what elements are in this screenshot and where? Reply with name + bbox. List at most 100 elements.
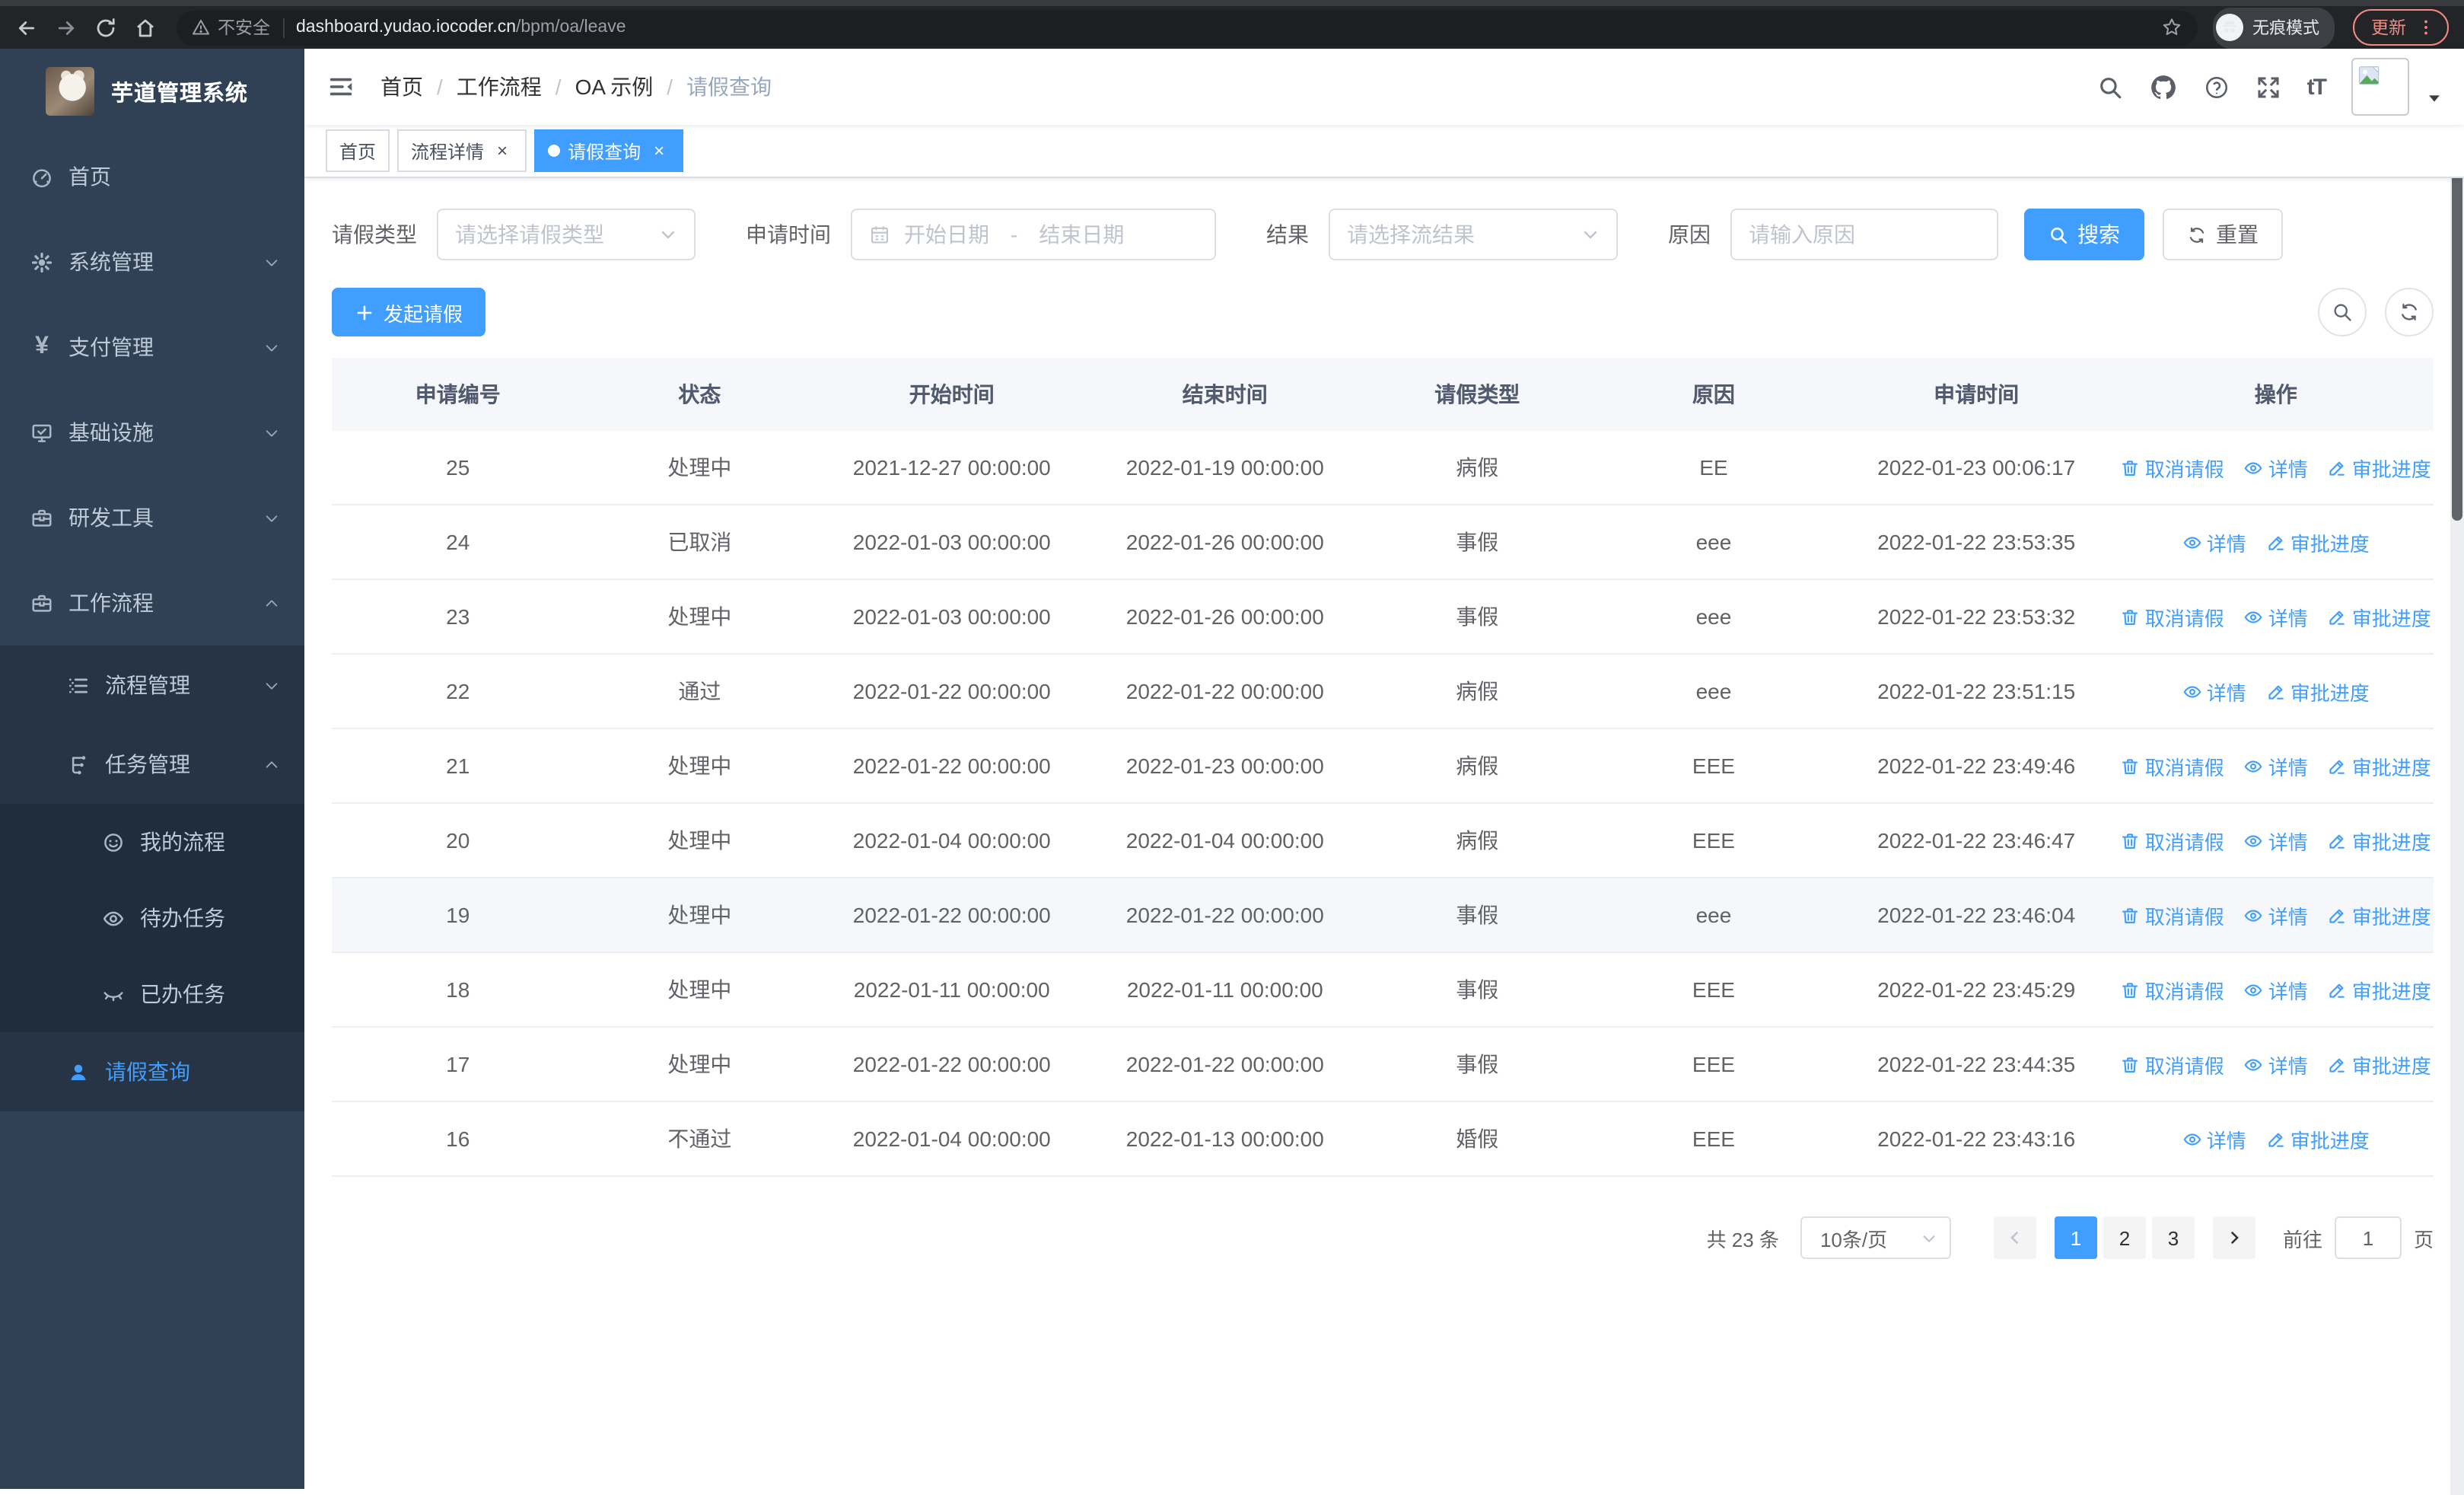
sidebar-item-process-mgmt[interactable]: 流程管理 [0, 645, 304, 725]
sidebar-item-done-task[interactable]: 已办任务 [0, 956, 304, 1032]
fullscreen-icon[interactable] [2255, 74, 2281, 100]
table-toolbar: 发起请假 [332, 288, 2434, 336]
refresh-table-button[interactable] [2385, 288, 2434, 336]
create-leave-button[interactable]: 发起请假 [332, 288, 486, 336]
approval-progress-link[interactable]: 审批进度 [2266, 677, 2370, 706]
browser-back-button[interactable] [9, 11, 43, 44]
breadcrumb-oa-example[interactable]: OA 示例 [575, 75, 654, 99]
sidebar-item-devtools[interactable]: 研发工具 [0, 475, 304, 560]
sidebar-item-infra[interactable]: 基础设施 [0, 390, 304, 475]
cancel-leave-link[interactable]: 取消请假 [2121, 975, 2224, 1004]
approval-progress-link[interactable]: 审批进度 [2266, 1124, 2370, 1153]
browser-forward-button[interactable] [49, 11, 82, 44]
leave-type-select[interactable]: 请选择请假类型 [437, 209, 696, 260]
scrollbar-thumb[interactable] [2452, 110, 2462, 521]
tab-home[interactable]: 首页 [326, 129, 390, 172]
address-bar[interactable]: 不安全 dashboard.yudao.iocoder.cn/bpm/oa/le… [177, 10, 2198, 45]
help-icon[interactable] [2204, 74, 2230, 100]
scrollbar-track[interactable] [2450, 49, 2464, 1495]
chevron-down-icon [263, 253, 280, 270]
action-label: 取消请假 [2144, 980, 2224, 1003]
sidebar-item-todo-task[interactable]: 待办任务 [0, 880, 304, 956]
browser-menu-dots-icon[interactable] [2417, 18, 2435, 37]
cancel-leave-link[interactable]: 取消请假 [2121, 602, 2224, 631]
breadcrumb-current: 请假查询 [686, 75, 772, 99]
detail-link[interactable]: 详情 [2182, 528, 2246, 556]
approval-progress-link[interactable]: 审批进度 [2328, 751, 2431, 780]
detail-link[interactable]: 详情 [2244, 602, 2308, 631]
user-avatar[interactable] [2351, 58, 2409, 116]
page-button-1[interactable]: 1 [2054, 1216, 2097, 1259]
detail-link[interactable]: 详情 [2244, 453, 2308, 482]
detail-link[interactable]: 详情 [2244, 975, 2308, 1004]
cell-end: 2022-01-22 00:00:00 [1125, 679, 1324, 703]
approval-progress-link[interactable]: 审批进度 [2328, 453, 2431, 482]
cancel-leave-link[interactable]: 取消请假 [2121, 751, 2224, 780]
action-label: 详情 [2206, 1129, 2246, 1152]
apply-time-range-input[interactable]: 开始日期 - 结束日期 [851, 209, 1216, 260]
sidebar-item-workflow[interactable]: 工作流程 [0, 560, 304, 645]
column-header: 结束时间 [1182, 382, 1268, 406]
detail-link[interactable]: 详情 [2244, 1050, 2308, 1079]
font-size-icon[interactable]: tT [2306, 74, 2327, 100]
cell-start: 2022-01-22 00:00:00 [852, 903, 1051, 927]
sidebar-item-my-process[interactable]: 我的流程 [0, 804, 304, 880]
approval-progress-link[interactable]: 审批进度 [2328, 901, 2431, 929]
sidebar-item-label: 系统管理 [68, 250, 154, 274]
goto-page-input[interactable] [2334, 1216, 2402, 1259]
avatar-caret-down-icon[interactable] [2426, 89, 2443, 106]
show-search-toggle-button[interactable] [2318, 288, 2367, 336]
close-tab-icon[interactable]: × [497, 140, 508, 161]
cancel-leave-link[interactable]: 取消请假 [2121, 826, 2224, 855]
approval-progress-link[interactable]: 审批进度 [2328, 602, 2431, 631]
tab-leave-query[interactable]: 请假查询 × [534, 129, 684, 172]
sidebar-item-leave-query[interactable]: 请假查询 [0, 1032, 304, 1111]
breadcrumb-home[interactable]: 首页 [380, 75, 423, 99]
search-button[interactable]: 搜索 [2024, 209, 2144, 260]
cell-start: 2022-01-03 00:00:00 [852, 530, 1051, 554]
cell-id: 24 [446, 530, 470, 554]
cancel-leave-link[interactable]: 取消请假 [2121, 1050, 2224, 1079]
page-button-2[interactable]: 2 [2103, 1216, 2146, 1259]
detail-link[interactable]: 详情 [2182, 1124, 2246, 1153]
end-date-placeholder[interactable]: 结束日期 [1039, 222, 1125, 247]
browser-reload-button[interactable] [88, 11, 122, 44]
breadcrumb-workflow[interactable]: 工作流程 [456, 75, 542, 99]
start-date-placeholder[interactable]: 开始日期 [904, 222, 989, 247]
page-button-3[interactable]: 3 [2151, 1216, 2195, 1259]
close-tab-icon[interactable]: × [654, 140, 665, 161]
detail-link[interactable]: 详情 [2182, 677, 2246, 706]
sidebar-item-payment[interactable]: ¥ 支付管理 [0, 304, 304, 390]
next-page-button[interactable] [2212, 1216, 2255, 1259]
bookmark-star-icon[interactable] [2161, 17, 2182, 38]
detail-link[interactable]: 详情 [2244, 751, 2308, 780]
action-label: 审批进度 [2351, 980, 2431, 1003]
approval-progress-link[interactable]: 审批进度 [2266, 528, 2370, 556]
header-search-icon[interactable] [2097, 74, 2123, 100]
cancel-leave-link[interactable]: 取消请假 [2121, 901, 2224, 929]
result-label: 结果 [1266, 222, 1309, 247]
page-size-select[interactable]: 10条/页 [1800, 1216, 1951, 1259]
chevron-up-icon [263, 594, 280, 611]
result-select[interactable]: 请选择流结果 [1329, 209, 1618, 260]
approval-progress-link[interactable]: 审批进度 [2328, 1050, 2431, 1079]
plus-icon [355, 302, 374, 322]
github-icon[interactable] [2149, 72, 2178, 101]
browser-home-button[interactable] [128, 11, 161, 44]
approval-progress-link[interactable]: 审批进度 [2328, 975, 2431, 1004]
sidebar-item-system[interactable]: 系统管理 [0, 219, 304, 304]
cancel-leave-link[interactable]: 取消请假 [2121, 453, 2224, 482]
detail-link[interactable]: 详情 [2244, 826, 2308, 855]
reason-input[interactable]: 请输入原因 [1730, 209, 1998, 260]
prev-page-button[interactable] [1993, 1216, 2036, 1259]
cell-apply_time: 2022-01-22 23:44:35 [1877, 1052, 2076, 1076]
browser-update-button[interactable]: 更新 [2353, 9, 2449, 46]
approval-progress-link[interactable]: 审批进度 [2328, 826, 2431, 855]
sidebar-toggle-button[interactable] [304, 49, 377, 125]
not-secure-label[interactable]: 不安全 [218, 20, 270, 38]
sidebar-item-task-mgmt[interactable]: 任务管理 [0, 725, 304, 804]
tab-process-detail[interactable]: 流程详情 × [397, 129, 527, 172]
sidebar-item-home[interactable]: 首页 [0, 134, 304, 219]
reset-button[interactable]: 重置 [2163, 209, 2283, 260]
detail-link[interactable]: 详情 [2244, 901, 2308, 929]
